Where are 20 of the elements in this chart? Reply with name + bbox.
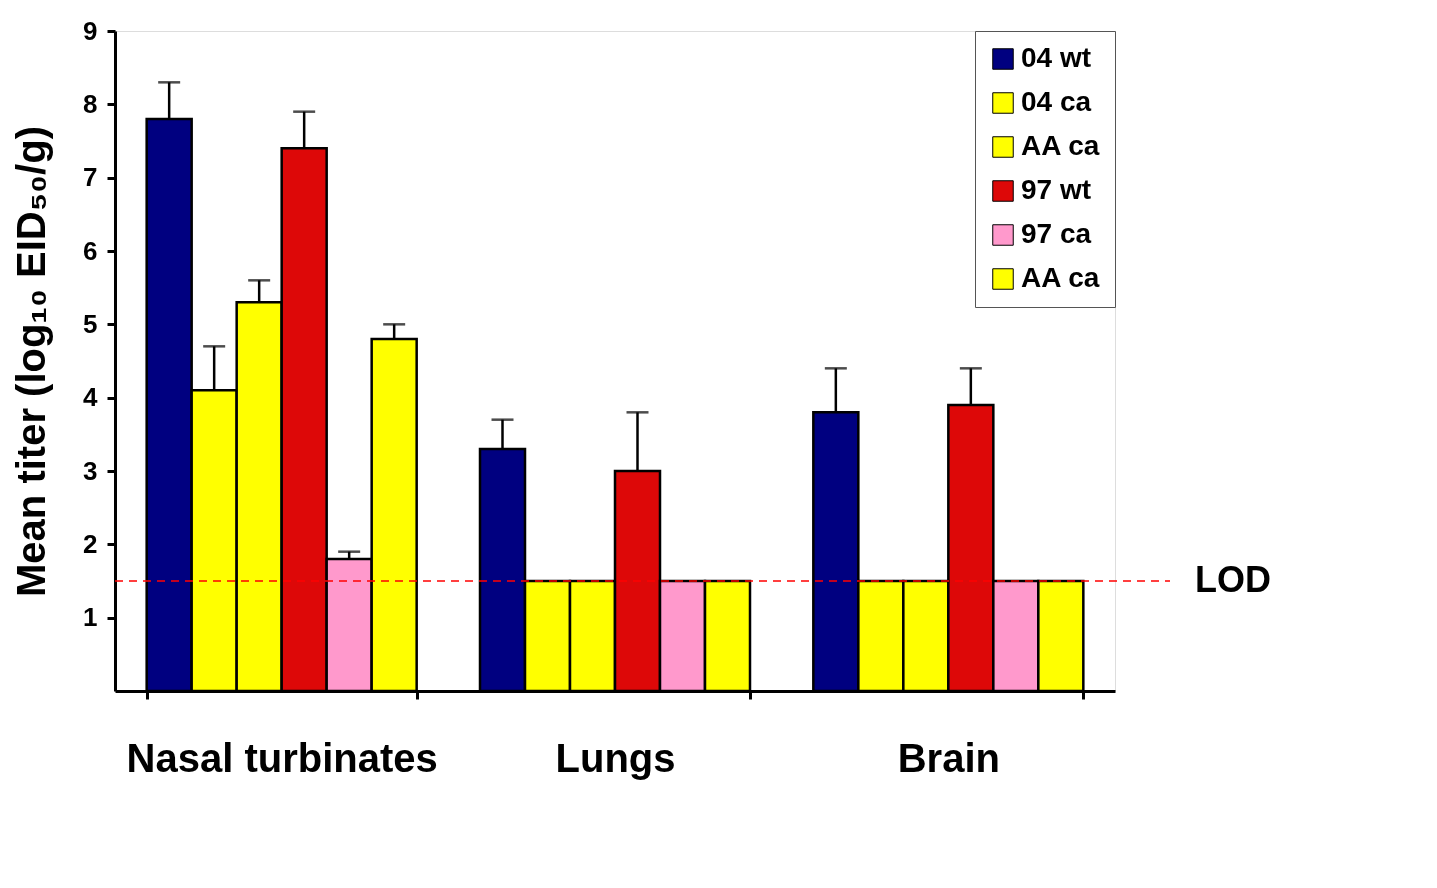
y-tick-label: 5 — [83, 308, 98, 339]
legend-label: 97 ca — [1021, 218, 1092, 249]
ref-line-label: LOD — [1195, 559, 1271, 600]
x-tick-label: Lungs — [555, 735, 676, 780]
legend-label: AA ca — [1021, 262, 1100, 293]
x-tick-label: Nasal turbinates — [126, 735, 438, 780]
y-tick-label: 3 — [83, 455, 98, 486]
y-tick-label: 2 — [83, 528, 98, 559]
y-tick-label: 9 — [83, 15, 98, 46]
y-tick-label: 6 — [83, 235, 98, 266]
y-tick-label: 1 — [83, 602, 98, 633]
legend-label: 97 wt — [1021, 174, 1092, 205]
x-tick-label: Brain — [897, 735, 1000, 780]
y-tick-label: 7 — [83, 162, 98, 193]
legend-label: 04 ca — [1021, 86, 1092, 117]
y-tick-label: 8 — [83, 88, 98, 119]
y-tick-label: 4 — [83, 382, 99, 413]
legend-label: AA ca — [1021, 130, 1100, 161]
y-axis-title: Mean titer (log₁₀ EID₅₀/g) — [9, 126, 54, 597]
legend-label: 04 wt — [1021, 42, 1092, 73]
